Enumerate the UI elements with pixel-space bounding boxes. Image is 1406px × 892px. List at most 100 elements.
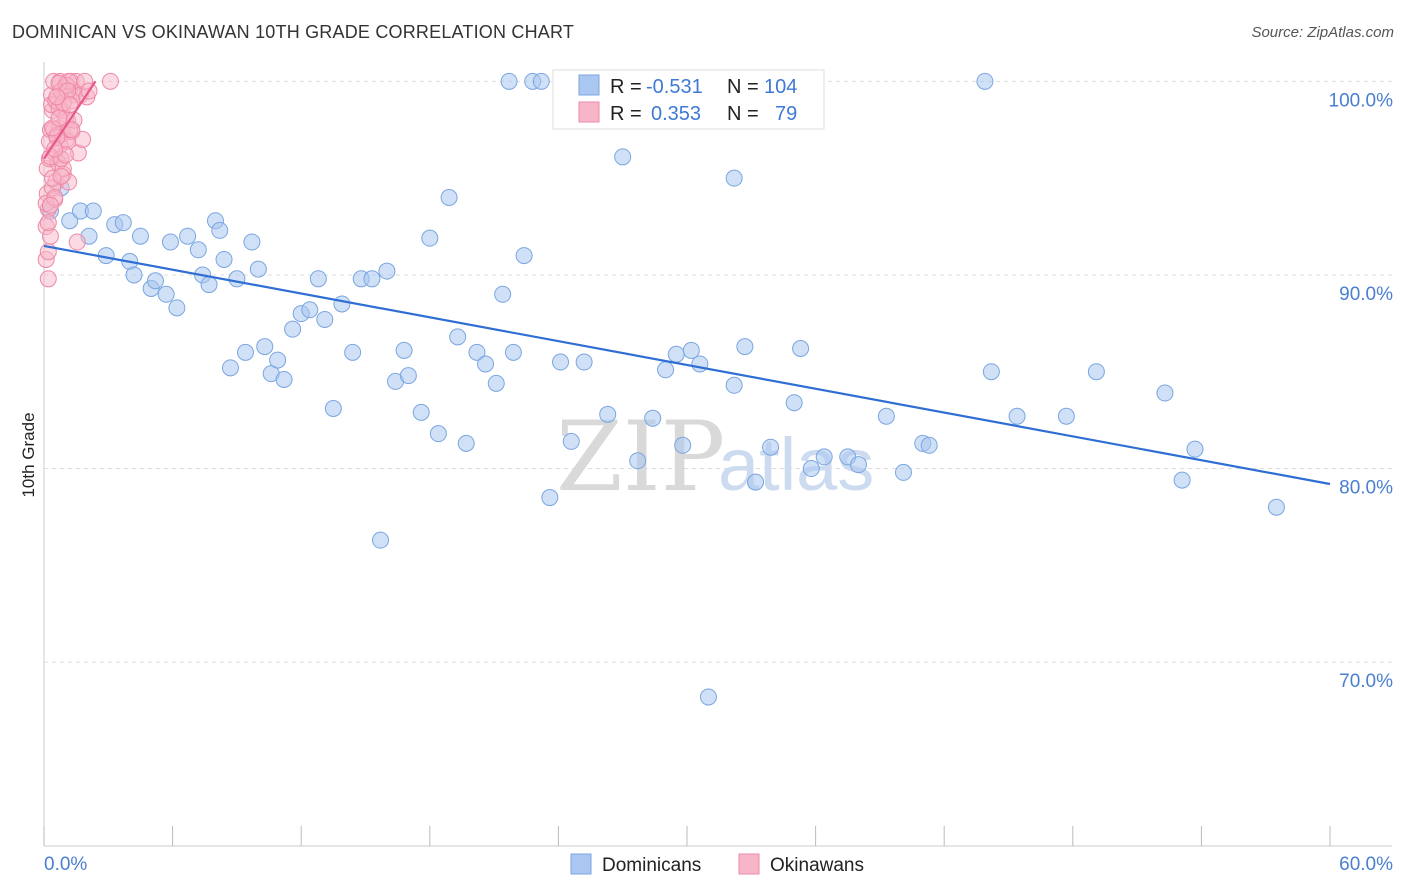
point-dominicans [736, 338, 754, 356]
point-dominicans [457, 434, 475, 452]
stats-legend-swatch-okinawans [578, 101, 600, 123]
point-dominicans [725, 376, 743, 394]
point-dominicans [275, 370, 293, 388]
point-dominicans [1087, 363, 1105, 381]
point-dominicans [762, 438, 780, 456]
point-dominicans [785, 394, 803, 412]
point-dominicans [395, 341, 413, 359]
point-dominicans [200, 276, 218, 294]
point-dominicans [1057, 407, 1075, 425]
point-dominicans [131, 227, 149, 245]
point-dominicans [429, 425, 447, 443]
series-okinawans-points [37, 72, 119, 288]
y-tick-label-0: 100.0% [1329, 90, 1394, 111]
stats-legend: R = -0.531 N = 104 R = 0.353 N = 79 [552, 69, 825, 130]
point-dominicans [1173, 471, 1191, 489]
point-okinawans [52, 167, 70, 185]
point-dominicans [500, 72, 518, 90]
point-dominicans [575, 353, 593, 371]
point-dominicans [1186, 440, 1204, 458]
point-dominicans [249, 260, 267, 278]
point-dominicans [256, 338, 274, 356]
point-dominicans [541, 489, 559, 507]
bottom-legend: Dominicans Okinawans [570, 853, 864, 876]
x-tick-label-1: 60.0% [1339, 854, 1393, 875]
point-dominicans [494, 285, 512, 303]
point-dominicans [309, 270, 327, 288]
point-dominicans [61, 212, 79, 230]
trend-lines [43, 80, 1331, 486]
point-dominicans [378, 262, 396, 280]
point-dominicans [269, 351, 287, 369]
point-dominicans [487, 374, 505, 392]
point-dominicans [316, 310, 334, 328]
stats-r-value-dominicans: -0.531 [646, 76, 703, 98]
series-dominicans-points [41, 72, 1285, 706]
point-dominicans [243, 233, 261, 251]
point-dominicans [657, 361, 675, 379]
point-okinawans [68, 233, 86, 251]
y-tick-labels: 100.0% 90.0% 80.0% 70.0% [1329, 90, 1394, 692]
stats-r-value-okinawans: 0.353 [651, 103, 701, 125]
point-dominicans [1267, 498, 1285, 516]
x-tick-label-0: 0.0% [44, 854, 87, 875]
point-dominicans [363, 270, 381, 288]
stats-r-label-okinawans: R = [610, 103, 642, 125]
point-dominicans [449, 328, 467, 346]
legend-label-dominicans: Dominicans [602, 855, 701, 876]
point-dominicans [515, 247, 533, 265]
point-dominicans [284, 320, 302, 338]
point-dominicans [667, 345, 685, 363]
point-dominicans [877, 407, 895, 425]
point-dominicans [228, 270, 246, 288]
point-dominicans [976, 72, 994, 90]
point-dominicans [982, 363, 1000, 381]
point-dominicans [849, 456, 867, 474]
stats-n-value-okinawans: 79 [775, 103, 797, 125]
point-dominicans [168, 299, 186, 317]
stats-n-label-dominicans: N = [727, 76, 759, 98]
point-dominicans [562, 432, 580, 450]
point-dominicans [84, 202, 102, 220]
point-dominicans [421, 229, 439, 247]
point-okinawans [41, 196, 59, 214]
point-dominicans [125, 266, 143, 284]
trend-line-okinawans [43, 80, 97, 160]
point-dominicans [644, 409, 662, 427]
point-dominicans [215, 250, 233, 268]
point-dominicans [146, 272, 164, 290]
y-tick-label-3: 70.0% [1339, 671, 1393, 692]
point-dominicans [699, 688, 717, 706]
point-dominicans [552, 353, 570, 371]
point-dominicans [324, 400, 342, 418]
point-dominicans [1156, 384, 1174, 402]
point-okinawans [61, 96, 79, 114]
point-dominicans [674, 436, 692, 454]
point-okinawans [101, 72, 119, 90]
point-dominicans [1008, 407, 1026, 425]
point-dominicans [179, 227, 197, 245]
point-dominicans [468, 343, 486, 361]
point-dominicans [344, 343, 362, 361]
point-dominicans [399, 367, 417, 385]
point-dominicans [629, 452, 647, 470]
point-dominicans [114, 214, 132, 232]
point-dominicans [747, 473, 765, 491]
point-dominicans [725, 169, 743, 187]
point-dominicans [412, 403, 430, 421]
point-dominicans [189, 241, 207, 259]
point-okinawans [50, 109, 68, 127]
legend-swatch-okinawans [738, 853, 760, 875]
point-dominicans [333, 295, 351, 313]
point-dominicans [161, 233, 179, 251]
point-dominicans [682, 341, 700, 359]
x-tick-labels: 0.0% 60.0% [44, 854, 1393, 875]
point-dominicans [792, 339, 810, 357]
point-dominicans [221, 359, 239, 377]
point-dominicans [920, 436, 938, 454]
stats-n-label-okinawans: N = [727, 103, 759, 125]
point-dominicans [477, 355, 495, 373]
point-dominicans [301, 301, 319, 319]
point-okinawans [39, 214, 57, 232]
